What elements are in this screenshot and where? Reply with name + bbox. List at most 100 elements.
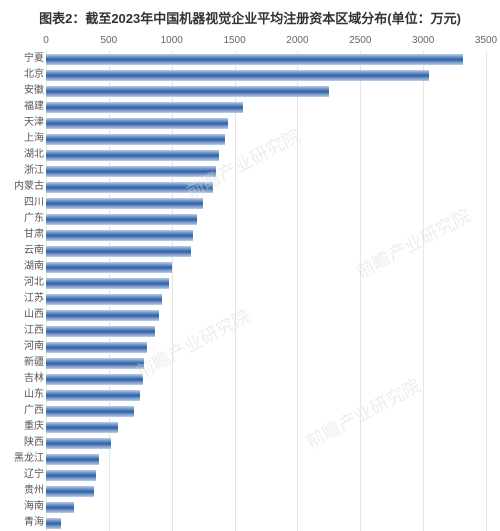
bar [46,54,463,65]
bar [46,422,118,433]
category-label: 安徽 [0,86,44,96]
bar-row: 重庆 [46,419,486,435]
chart-title: 图表2：截至2023年中国机器视觉企业平均注册资本区域分布(单位：万元) [0,0,500,31]
bar-row: 福建 [46,99,486,115]
bar-row: 安徽 [46,83,486,99]
bar-row: 陕西 [46,435,486,451]
bar-row: 湖北 [46,147,486,163]
bar-row: 北京 [46,67,486,83]
bar [46,486,94,497]
x-tick-label: 3500 [475,35,497,46]
category-label: 甘肃 [0,230,44,240]
x-tick-label: 0 [43,35,49,46]
bar-row: 内蒙古 [46,179,486,195]
category-label: 北京 [0,70,44,80]
bar [46,102,243,113]
category-label: 四川 [0,198,44,208]
category-label: 新疆 [0,358,44,368]
bar [46,262,172,273]
x-tick-label: 500 [101,35,118,46]
bar [46,470,96,481]
x-axis: 0500100015002000250030003500 [46,35,490,51]
category-label: 陕西 [0,438,44,448]
bar-row: 甘肃 [46,227,486,243]
bar-row: 天津 [46,115,486,131]
bar-row: 湖南 [46,259,486,275]
category-label: 湖北 [0,150,44,160]
category-label: 上海 [0,134,44,144]
bar-row: 河南 [46,339,486,355]
category-label: 云南 [0,246,44,256]
category-label: 山西 [0,310,44,320]
category-label: 天津 [0,118,44,128]
bar [46,150,219,161]
bar [46,166,216,177]
x-tick-label: 3000 [412,35,434,46]
category-label: 江西 [0,326,44,336]
bar-row: 广东 [46,211,486,227]
bar [46,86,329,97]
bar-row: 四川 [46,195,486,211]
bar [46,70,429,81]
bar-row: 青海 [46,515,486,531]
gridline [486,51,487,531]
bar [46,358,144,369]
bar-row: 云南 [46,243,486,259]
category-label: 内蒙古 [0,182,44,192]
bar [46,118,228,129]
category-label: 湖南 [0,262,44,272]
category-label: 江苏 [0,294,44,304]
category-label: 山东 [0,390,44,400]
plot-area: 宁夏北京安徽福建天津上海湖北浙江内蒙古四川广东甘肃云南湖南河北江苏山西江西河南新… [46,51,486,531]
bar [46,390,140,401]
category-label: 黑龙江 [0,454,44,464]
bar-row: 新疆 [46,355,486,371]
bar-row: 江苏 [46,291,486,307]
bar [46,230,193,241]
bar [46,438,111,449]
bar [46,342,147,353]
bar [46,326,155,337]
chart-area: 0500100015002000250030003500 宁夏北京安徽福建天津上… [46,35,490,531]
category-label: 辽宁 [0,470,44,480]
category-label: 河南 [0,342,44,352]
category-label: 广西 [0,406,44,416]
category-label: 吉林 [0,374,44,384]
bar-row: 海南 [46,499,486,515]
bar [46,406,134,417]
bar-row: 江西 [46,323,486,339]
bar [46,182,213,193]
x-tick-label: 1500 [223,35,245,46]
bar-row: 吉林 [46,371,486,387]
bar [46,518,61,529]
bar-row: 广西 [46,403,486,419]
bar [46,278,169,289]
category-label: 重庆 [0,422,44,432]
category-label: 宁夏 [0,54,44,64]
category-label: 广东 [0,214,44,224]
category-label: 贵州 [0,486,44,496]
bar [46,198,203,209]
bar-row: 山东 [46,387,486,403]
x-tick-label: 2500 [349,35,371,46]
category-label: 青海 [0,518,44,528]
category-label: 河北 [0,278,44,288]
bar-row: 浙江 [46,163,486,179]
bar [46,214,197,225]
bar [46,246,191,257]
bar [46,454,99,465]
bar-row: 辽宁 [46,467,486,483]
x-tick-label: 2000 [286,35,308,46]
category-label: 海南 [0,502,44,512]
bar-row: 上海 [46,131,486,147]
category-label: 浙江 [0,166,44,176]
bar-row: 河北 [46,275,486,291]
bar [46,374,143,385]
category-label: 福建 [0,102,44,112]
bar-row: 宁夏 [46,51,486,67]
bar [46,134,225,145]
x-tick-label: 1000 [161,35,183,46]
bar [46,502,74,513]
bar-row: 黑龙江 [46,451,486,467]
bar-row: 山西 [46,307,486,323]
